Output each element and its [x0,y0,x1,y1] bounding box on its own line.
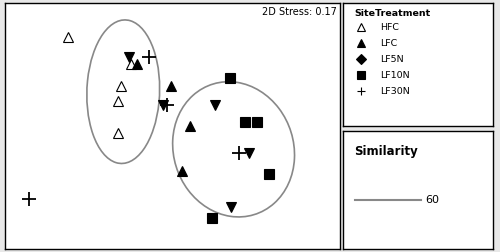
Text: HFC: HFC [380,23,399,32]
Text: LF10N: LF10N [380,71,410,80]
Text: LF5N: LF5N [380,55,404,64]
Text: 60: 60 [425,195,439,205]
Text: Similarity: Similarity [354,145,418,158]
Text: LFC: LFC [380,39,397,48]
Text: 2D Stress: 0.17: 2D Stress: 0.17 [262,8,336,17]
Text: LF30N: LF30N [380,87,410,96]
Text: SiteTreatment: SiteTreatment [354,9,431,18]
